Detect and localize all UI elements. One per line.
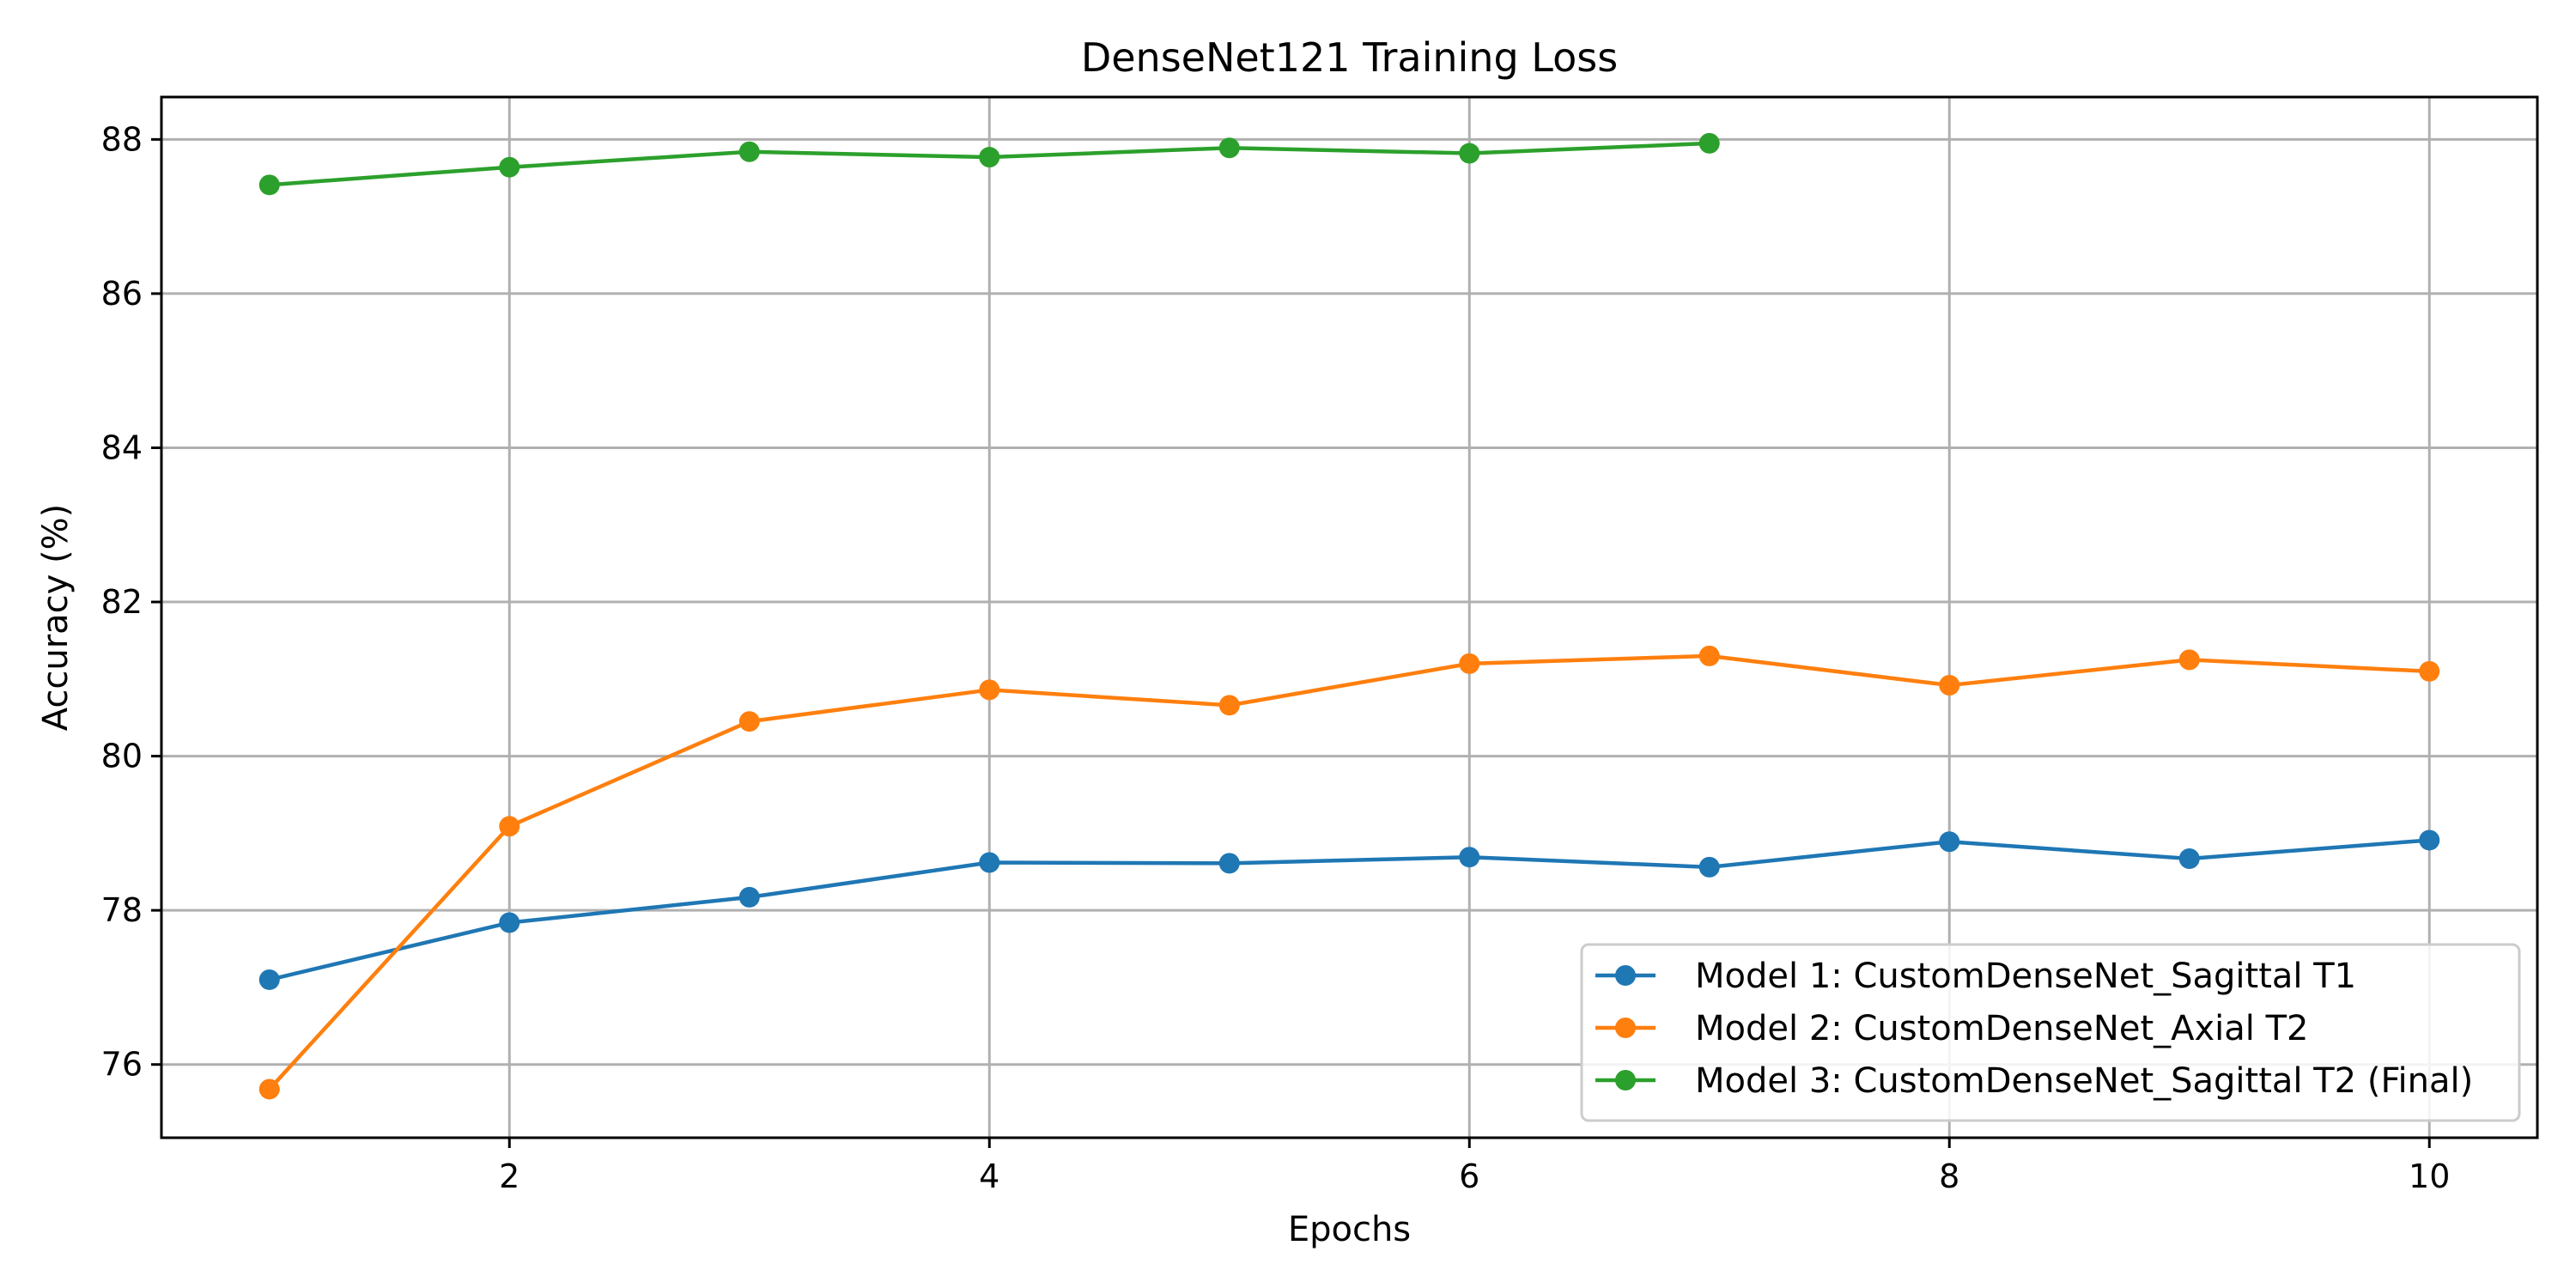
data-point [738, 711, 760, 732]
data-point [499, 912, 520, 933]
legend-item: Model 3: CustomDenseNet_Sagittal T2 (Fin… [1595, 1061, 2473, 1101]
grid [161, 97, 2537, 1138]
data-point [738, 886, 760, 908]
y-tick-label: 80 [101, 738, 143, 775]
data-point [1459, 653, 1480, 674]
y-tick-label: 78 [101, 891, 143, 929]
y-tick-label: 88 [101, 120, 143, 158]
legend-item: Model 2: CustomDenseNet_Axial T2 [1595, 1009, 2309, 1048]
data-point [258, 1078, 280, 1100]
series [258, 132, 2440, 1100]
data-point [499, 816, 520, 837]
legend-swatch-marker [1615, 1018, 1636, 1038]
legend-label: Model 3: CustomDenseNet_Sagittal T2 (Fin… [1695, 1061, 2473, 1101]
data-point [2419, 660, 2440, 682]
data-point [258, 969, 280, 990]
x-tick-label: 2 [499, 1157, 519, 1195]
y-axis-label: Accuracy (%) [36, 504, 76, 732]
x-axis-label: Epochs [1288, 1210, 1411, 1249]
data-point [979, 679, 1000, 701]
y-tick-label: 82 [101, 583, 143, 621]
y-tick-label: 76 [101, 1046, 143, 1084]
chart-title: DenseNet121 Training Loss [1081, 34, 1618, 81]
data-point [2178, 848, 2200, 870]
data-point [1218, 137, 1240, 159]
legend-swatch-marker [1615, 1070, 1636, 1091]
data-point [1939, 675, 1960, 696]
legend-label: Model 2: CustomDenseNet_Axial T2 [1695, 1009, 2309, 1048]
data-point [1218, 853, 1240, 874]
legend: Model 1: CustomDenseNet_Sagittal T1 Model… [1580, 943, 2521, 1122]
data-point [738, 141, 760, 162]
data-point [979, 852, 1000, 873]
data-point [1698, 645, 1720, 666]
y-tick-label: 84 [101, 428, 143, 466]
series-group [258, 132, 1720, 196]
data-point [1698, 856, 1720, 878]
data-point [1459, 143, 1480, 164]
legend-box [1580, 943, 2521, 1122]
data-point [1459, 847, 1480, 868]
x-tick-label: 8 [1939, 1157, 1959, 1195]
axis-ticks: 2 4 6 8 10 76 78 80 82 84 86 88 [101, 120, 2451, 1195]
series-group [258, 645, 2440, 1100]
data-point [1698, 132, 1720, 154]
data-point [1218, 695, 1240, 716]
legend-item: Model 1: CustomDenseNet_Sagittal T1 [1595, 957, 2356, 996]
legend-swatch-marker [1615, 965, 1636, 986]
data-point [2419, 829, 2440, 851]
plot-frame [160, 95, 2539, 1139]
y-tick-label: 86 [101, 275, 143, 313]
x-tick-label: 10 [2409, 1157, 2450, 1195]
series-line [268, 653, 2430, 1091]
data-point [1939, 831, 1960, 853]
series-group [258, 829, 2440, 990]
data-point [258, 174, 280, 196]
x-tick-label: 6 [1459, 1157, 1479, 1195]
x-tick-label: 4 [979, 1157, 999, 1195]
legend-label: Model 1: CustomDenseNet_Sagittal T1 [1695, 957, 2356, 996]
series-line [269, 838, 2430, 982]
data-point [2178, 649, 2200, 671]
data-point [979, 147, 1000, 168]
data-point [499, 156, 520, 178]
